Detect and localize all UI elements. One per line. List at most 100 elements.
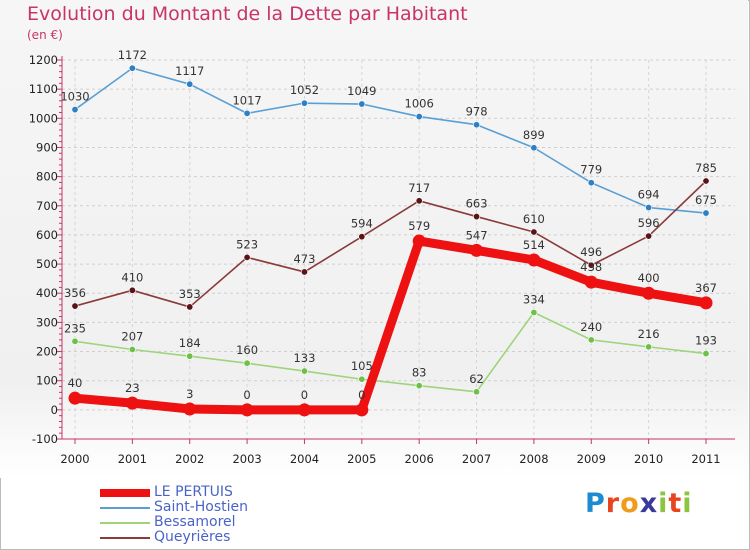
data-point-queyrieres bbox=[530, 228, 538, 236]
x-tick-label: 2009 bbox=[577, 452, 606, 466]
data-label-le-pertuis: 23 bbox=[125, 381, 140, 395]
logo-letter: x bbox=[639, 488, 659, 519]
logo-letter: i bbox=[658, 488, 669, 519]
y-tick-label: 200 bbox=[36, 345, 58, 359]
data-label-le-pertuis: 0 bbox=[301, 388, 308, 402]
data-label-bessamorel: 83 bbox=[412, 366, 427, 380]
x-tick-label: 2007 bbox=[462, 452, 491, 466]
data-label-bessamorel: 62 bbox=[469, 372, 484, 386]
data-label-saint-hostien: 779 bbox=[580, 163, 602, 177]
data-label-bessamorel: 105 bbox=[351, 359, 373, 373]
y-tick-label: 1200 bbox=[29, 53, 58, 67]
data-label-saint-hostien: 694 bbox=[638, 188, 660, 202]
data-label-le-pertuis: 547 bbox=[466, 228, 488, 242]
x-tick-label: 2003 bbox=[232, 452, 261, 466]
data-point-le-pertuis bbox=[297, 403, 311, 417]
y-tick-label: 500 bbox=[36, 257, 58, 271]
data-label-bessamorel: 160 bbox=[236, 343, 258, 357]
data-point-bessamorel bbox=[415, 382, 423, 390]
data-label-le-pertuis: 3 bbox=[186, 387, 193, 401]
data-point-le-pertuis bbox=[125, 396, 139, 410]
axis-layer: -100010020030040050060070080090010001100… bbox=[29, 53, 735, 466]
x-tick-label: 2011 bbox=[691, 452, 720, 466]
data-label-saint-hostien: 1030 bbox=[60, 90, 89, 104]
legend-item-saint-hostien: Saint-Hostien bbox=[100, 500, 248, 515]
data-point-bessamorel bbox=[128, 345, 136, 353]
data-point-queyrieres bbox=[300, 268, 308, 276]
y-tick-label: 600 bbox=[36, 228, 58, 242]
data-point-queyrieres bbox=[587, 261, 595, 269]
line-chart: -100010020030040050060070080090010001100… bbox=[29, 48, 735, 466]
data-point-saint-hostien bbox=[186, 80, 194, 88]
data-label-saint-hostien: 675 bbox=[695, 193, 717, 207]
data-point-saint-hostien bbox=[415, 113, 423, 121]
logo-letter: t bbox=[668, 488, 683, 519]
data-point-queyrieres bbox=[645, 232, 653, 240]
x-tick-label: 2001 bbox=[118, 452, 147, 466]
series-line-le-pertuis bbox=[70, 236, 711, 415]
y-tick-label: 1100 bbox=[29, 82, 58, 96]
y-tick-label: -100 bbox=[32, 432, 58, 446]
logo-letter: i bbox=[682, 488, 693, 519]
data-point-le-pertuis bbox=[68, 391, 82, 405]
data-point-queyrieres bbox=[186, 303, 194, 311]
data-label-le-pertuis: 0 bbox=[243, 388, 250, 402]
legend-swatch bbox=[100, 521, 150, 524]
data-point-bessamorel bbox=[358, 375, 366, 383]
chart-title: Evolution du Montant de la Dette par Hab… bbox=[27, 3, 468, 25]
series-line-saint-hostien bbox=[74, 67, 707, 214]
data-label-bessamorel: 235 bbox=[64, 321, 86, 335]
data-label-saint-hostien: 1017 bbox=[232, 93, 261, 107]
data-label-bessamorel: 334 bbox=[523, 292, 545, 306]
data-label-queyrieres: 596 bbox=[638, 216, 660, 230]
data-point-queyrieres bbox=[473, 213, 481, 221]
data-label-saint-hostien: 978 bbox=[466, 105, 488, 119]
data-point-le-pertuis bbox=[412, 234, 426, 248]
data-label-queyrieres: 496 bbox=[580, 245, 602, 259]
data-point-saint-hostien bbox=[358, 100, 366, 108]
data-label-bessamorel: 193 bbox=[695, 334, 717, 348]
logo-letter: r bbox=[605, 488, 621, 519]
data-label-queyrieres: 410 bbox=[121, 270, 143, 284]
data-label-le-pertuis: 367 bbox=[695, 281, 717, 295]
data-point-le-pertuis bbox=[355, 403, 369, 417]
legend-label: LE PERTUIS bbox=[154, 484, 233, 500]
data-label-le-pertuis: 0 bbox=[358, 388, 365, 402]
data-point-le-pertuis bbox=[470, 243, 484, 257]
data-label-saint-hostien: 1006 bbox=[405, 97, 434, 111]
data-label-saint-hostien: 899 bbox=[523, 128, 545, 142]
data-point-saint-hostien bbox=[530, 144, 538, 152]
data-point-bessamorel bbox=[473, 388, 481, 396]
data-point-bessamorel bbox=[243, 359, 251, 367]
legend-item-le-pertuis: LE PERTUIS bbox=[100, 485, 248, 500]
data-label-saint-hostien: 1117 bbox=[175, 64, 204, 78]
legend-swatch bbox=[100, 536, 150, 539]
series-queyrieres bbox=[71, 177, 710, 311]
y-tick-label: 800 bbox=[36, 170, 58, 184]
chart-unit: (en €) bbox=[27, 28, 63, 42]
data-label-queyrieres: 356 bbox=[64, 286, 86, 300]
series-layer bbox=[68, 64, 713, 417]
data-point-le-pertuis bbox=[527, 253, 541, 267]
data-label-bessamorel: 133 bbox=[293, 351, 315, 365]
logo-letter: o bbox=[620, 488, 640, 519]
data-point-saint-hostien bbox=[71, 106, 79, 114]
data-label-queyrieres: 717 bbox=[408, 181, 430, 195]
data-label-saint-hostien: 1049 bbox=[347, 84, 376, 98]
data-point-saint-hostien bbox=[645, 204, 653, 212]
data-point-bessamorel bbox=[71, 337, 79, 345]
data-label-bessamorel: 216 bbox=[638, 327, 660, 341]
data-point-queyrieres bbox=[415, 197, 423, 205]
data-label-le-pertuis: 438 bbox=[580, 260, 602, 274]
data-label-le-pertuis: 514 bbox=[523, 238, 545, 252]
data-label-bessamorel: 240 bbox=[580, 320, 602, 334]
series-line-bessamorel bbox=[74, 311, 707, 393]
data-point-le-pertuis bbox=[584, 275, 598, 289]
legend-item-queyrieres: Queyrières bbox=[100, 530, 248, 545]
y-tick-label: 700 bbox=[36, 199, 58, 213]
data-point-bessamorel bbox=[645, 343, 653, 351]
data-point-queyrieres bbox=[71, 302, 79, 310]
series-bessamorel bbox=[71, 308, 710, 396]
data-point-queyrieres bbox=[128, 286, 136, 294]
x-tick-label: 2006 bbox=[405, 452, 434, 466]
